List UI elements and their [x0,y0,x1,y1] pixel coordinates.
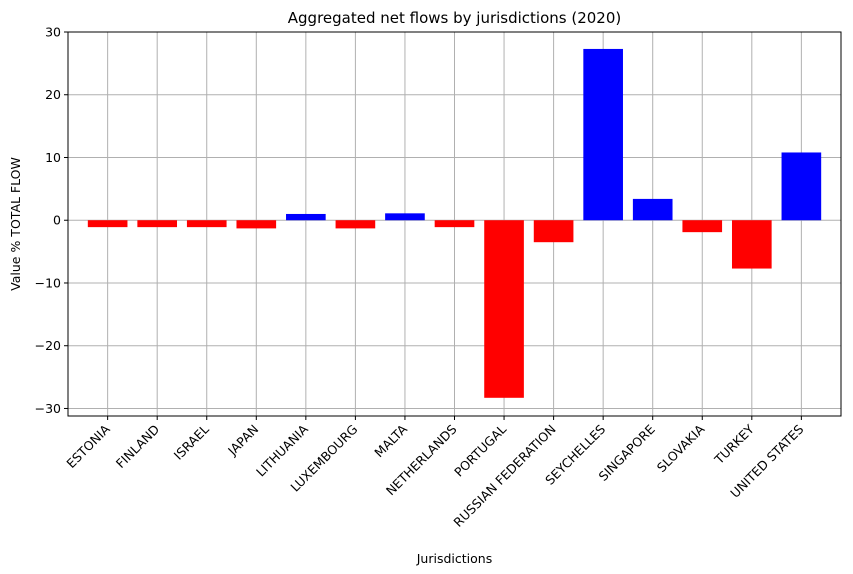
y-tick-label: 10 [45,150,61,165]
x-axis-ticks: ESTONIA FINLAND ISRAEL JAPANLITHUANIALUXEMB… [63,416,807,530]
bar [533,220,574,243]
x-tick-label: FINLAND [113,422,163,472]
bar [583,48,623,221]
bar [186,220,227,228]
y-tick-label: −10 [35,275,61,290]
bar [731,220,772,269]
bar [484,220,524,398]
x-tick-label: SLOVAKIA [654,421,708,475]
bar [87,220,128,228]
x-axis-label: Jurisdictions [416,551,492,566]
bar [236,220,277,229]
y-tick-label: 20 [45,87,61,102]
bars [87,48,822,398]
bar [335,220,376,229]
bar [286,213,326,221]
y-tick-label: 30 [45,25,61,40]
chart-title: Aggregated net flows by jurisdictions (2… [288,9,621,27]
y-axis-ticks: −30 −20 −10 0 10 20 30 [35,25,68,416]
bar [682,220,723,233]
x-tick-label: TURKEY [711,421,757,467]
x-tick-label: ISRAEL [171,421,212,462]
y-tick-label: −30 [35,401,61,416]
bar [434,220,475,228]
x-tick-label: JAPAN [224,422,261,459]
x-tick-label: ESTONIA [63,421,113,471]
bar [137,220,178,228]
y-axis-label: Value % TOTAL FLOW [8,157,23,291]
y-tick-label: −20 [35,338,61,353]
x-tick-label: MALTA [371,421,410,460]
y-tick-label: 0 [53,213,61,228]
bar [781,152,822,221]
bar [632,198,673,221]
bar [385,213,425,221]
